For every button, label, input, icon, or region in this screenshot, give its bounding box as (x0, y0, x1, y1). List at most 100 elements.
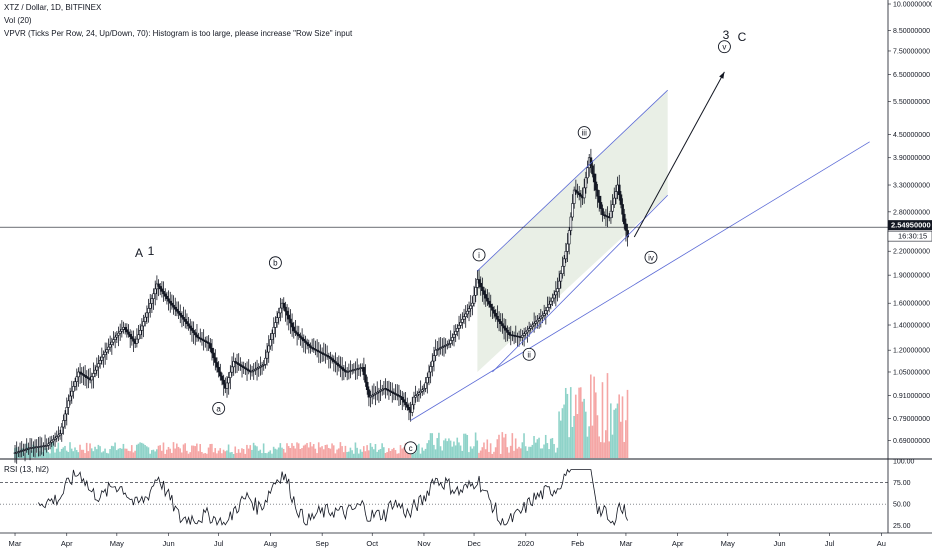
volume-bar (566, 393, 569, 458)
channel-upper-line (477, 89, 668, 272)
time-tick-label: Jul (214, 539, 224, 548)
volume-bar (623, 441, 625, 458)
volume-bar (209, 444, 212, 458)
volume-bar (261, 453, 263, 458)
candle-body (199, 337, 202, 340)
volume-bar (152, 449, 155, 458)
rsi-legend[interactable]: RSI (13, hl2) (4, 465, 49, 474)
candle-body (150, 298, 154, 304)
volume-bar (287, 446, 290, 458)
candle-body (551, 297, 554, 302)
candle-body (72, 386, 75, 392)
price-tick-label: 2.20000000 (893, 249, 930, 256)
volume-bar (226, 450, 228, 458)
candle-body (274, 322, 277, 328)
candle-body (170, 302, 174, 306)
wave-c-label-circle (404, 441, 418, 455)
candle-body (491, 306, 494, 311)
volume-bar (322, 449, 325, 458)
candle-body (332, 359, 336, 362)
candle-body (486, 297, 489, 302)
candle-body (285, 310, 289, 316)
volume-bar (362, 446, 365, 458)
volume-bar (451, 446, 454, 458)
volume-bar (598, 436, 600, 458)
projection-arrow-head (719, 71, 725, 79)
volume-bar (57, 442, 60, 458)
volume-bar (608, 441, 610, 458)
rsi-pane (0, 458, 932, 526)
wave-b-label-circle (268, 256, 282, 270)
volume-bar (441, 450, 444, 458)
candle-body (395, 394, 399, 396)
price-tick-label: 1.60000000 (893, 301, 930, 308)
candle-body (536, 319, 539, 323)
candle-body (82, 373, 85, 376)
candle-body (190, 327, 194, 331)
candle-body (115, 334, 119, 338)
volume-bar (356, 447, 358, 458)
candle-body (330, 358, 334, 361)
wave-ii-label-circle (522, 347, 536, 361)
volume-bar (519, 448, 522, 458)
candle-body (444, 344, 447, 347)
volume-bar (424, 448, 427, 458)
volume-bar (372, 449, 375, 458)
candle-body (592, 173, 596, 183)
candle-body (547, 304, 551, 308)
volume-bar (302, 445, 305, 458)
candle-body (78, 371, 82, 374)
volume-bar (246, 444, 248, 458)
candle-body (270, 333, 274, 341)
candle-body (459, 322, 462, 326)
candle-body (461, 318, 464, 323)
volume-bar (574, 394, 577, 458)
time-tick-label: Aug (264, 539, 277, 548)
candle-body (70, 390, 74, 397)
volume-bar (77, 452, 80, 458)
volume-legend[interactable]: Vol (20) (4, 16, 32, 25)
candle-body (337, 364, 341, 367)
candle-body (63, 413, 67, 421)
candle-body (160, 288, 164, 292)
volume-bar (347, 451, 350, 458)
volume-bar (401, 448, 403, 458)
volume-bar (227, 444, 230, 458)
volume-bar (229, 452, 232, 458)
candle-body (424, 382, 427, 389)
volume-bar (249, 445, 252, 458)
candle-body (439, 347, 442, 349)
volume-bar (471, 448, 474, 458)
volume-bar (594, 392, 597, 458)
volume-bar (267, 451, 270, 458)
wave-C-label: C (738, 30, 747, 44)
volume-bar (611, 434, 614, 458)
last-price-box (888, 220, 932, 231)
candle-body (275, 317, 279, 323)
wave-iii-label-text: iii (582, 129, 588, 138)
volume-bar (314, 448, 317, 458)
volume-bar (456, 437, 459, 458)
volume-bar (553, 444, 555, 458)
candle-body (390, 391, 394, 394)
candle-body (559, 273, 563, 282)
candle-body (60, 426, 64, 434)
volume-bar (237, 449, 240, 458)
vpvr-legend[interactable]: VPVR (Ticks Per Row, 24, Up/Down, 70): H… (4, 29, 353, 38)
lower-trend-line (410, 141, 870, 421)
volume-bar (145, 446, 148, 458)
volume-bar (534, 442, 537, 458)
candle-body (467, 308, 471, 312)
wave-c-label-text: c (409, 444, 413, 453)
volume-bar (304, 444, 307, 458)
symbol-legend[interactable]: XTZ / Dollar, 1D, BITFINEX (4, 3, 102, 12)
volume-bar (503, 437, 505, 458)
volume-bar (438, 432, 440, 458)
candle-body (148, 303, 152, 309)
volume-bar (140, 442, 143, 458)
candle-body (429, 366, 432, 373)
price-tick-label: 10.00000000 (893, 2, 932, 9)
volume-bar (559, 420, 562, 458)
